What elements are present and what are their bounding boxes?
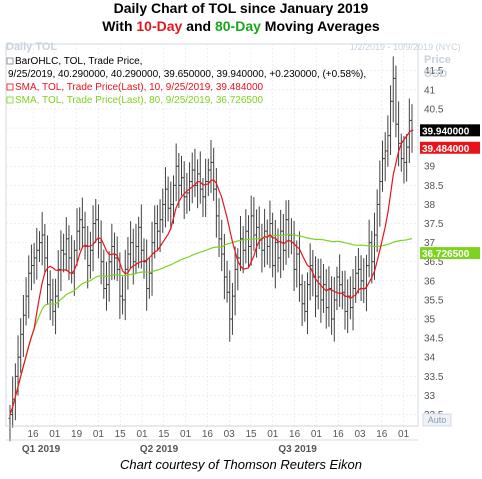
quarter-label: Q3 2019: [278, 444, 317, 455]
y-tick-label: 36.5: [424, 257, 444, 268]
x-tick-label: 19: [71, 429, 83, 440]
y-tick-label: 34: [424, 353, 436, 364]
x-tick-label: 03: [224, 429, 236, 440]
x-tick-label: 01: [49, 429, 61, 440]
legend-ohlc-line2: 9/25/2019, 40.290000, 40.290000, 39.6500…: [8, 69, 366, 80]
auto-scale-label: Auto: [428, 415, 447, 425]
x-tick-label: 15: [158, 429, 170, 440]
price-badge-label: 39.484000: [422, 144, 470, 155]
x-tick-label: 16: [289, 429, 301, 440]
x-tick-label: 16: [333, 429, 345, 440]
ohlc-legend-swatch: [6, 57, 14, 65]
y-tick-label: 40.5: [424, 104, 444, 115]
ohlc-bar: [410, 104, 414, 153]
x-tick-label: 15: [245, 429, 257, 440]
x-tick-label: 16: [376, 429, 388, 440]
price-axis-label: Price: [424, 54, 451, 66]
y-tick-label: 38.5: [424, 181, 444, 192]
sma10-legend-swatch: [6, 83, 14, 91]
x-tick-label: 16: [27, 429, 39, 440]
sma80-line: [9, 233, 413, 415]
x-tick-label: 01: [93, 429, 105, 440]
legend-ohlc-line1: BarOHLC, TOL, Trade Price,: [15, 56, 142, 67]
sma80-legend-swatch: [6, 96, 14, 104]
subtitle-sma80-label: 80-Day: [214, 18, 261, 34]
legend-sma10: SMA, TOL, Trade Price(Last), 10, 9/25/20…: [15, 82, 264, 93]
legend-sma80: SMA, TOL, Trade Price(Last), 80, 9/25/20…: [15, 95, 264, 106]
y-tick-label: 33: [424, 391, 436, 402]
symbol-label: Daily TOL: [6, 41, 57, 53]
x-tick-label: 03: [354, 429, 366, 440]
price-badge-label: 36.726500: [422, 249, 470, 260]
y-tick-label: 37: [424, 238, 436, 249]
chart-credit: Chart courtesy of Thomson Reuters Eikon: [119, 457, 363, 472]
price-badge: [420, 124, 480, 137]
y-tick-label: 37.5: [424, 219, 444, 230]
quarter-label: Q2 2019: [140, 444, 179, 455]
x-tick-label: 01: [180, 429, 192, 440]
x-tick-label: 15: [115, 429, 127, 440]
chart-title: Daily Chart of TOL since January 2019: [113, 0, 369, 16]
quarter-label: Q1 2019: [22, 444, 61, 455]
date-range: 1/2/2019 - 10/9/2019 (NYC): [350, 42, 461, 52]
price-badge: [420, 247, 480, 260]
y-tick-label: 39: [424, 162, 436, 173]
x-tick-label: 01: [267, 429, 279, 440]
x-tick-label: 01: [311, 429, 323, 440]
y-tick-label: 41: [424, 85, 436, 96]
plot-area: [5, 43, 419, 427]
auto-scale-button[interactable]: [422, 413, 452, 427]
x-tick-label: 01: [398, 429, 410, 440]
y-tick-label: 38: [424, 200, 436, 211]
y-tick-label: 34.5: [424, 334, 444, 345]
chart-subtitle: With 10-Day and 80-Day Moving Averages: [102, 18, 380, 34]
currency-label: USD: [424, 68, 447, 80]
x-tick-label: 01: [136, 429, 148, 440]
sma10-line: [9, 129, 413, 415]
y-tick-label: 35: [424, 315, 436, 326]
y-tick-label: 36: [424, 276, 436, 287]
price-badge: [420, 141, 480, 154]
y-tick-label: 33.5: [424, 372, 444, 383]
price-badge-label: 39.940000: [422, 126, 470, 137]
y-tick-label: 35.5: [424, 295, 444, 306]
y-tick-label: 41.5: [424, 66, 444, 77]
subtitle-sma10-label: 10-Day: [136, 18, 183, 34]
x-tick-label: 16: [202, 429, 214, 440]
